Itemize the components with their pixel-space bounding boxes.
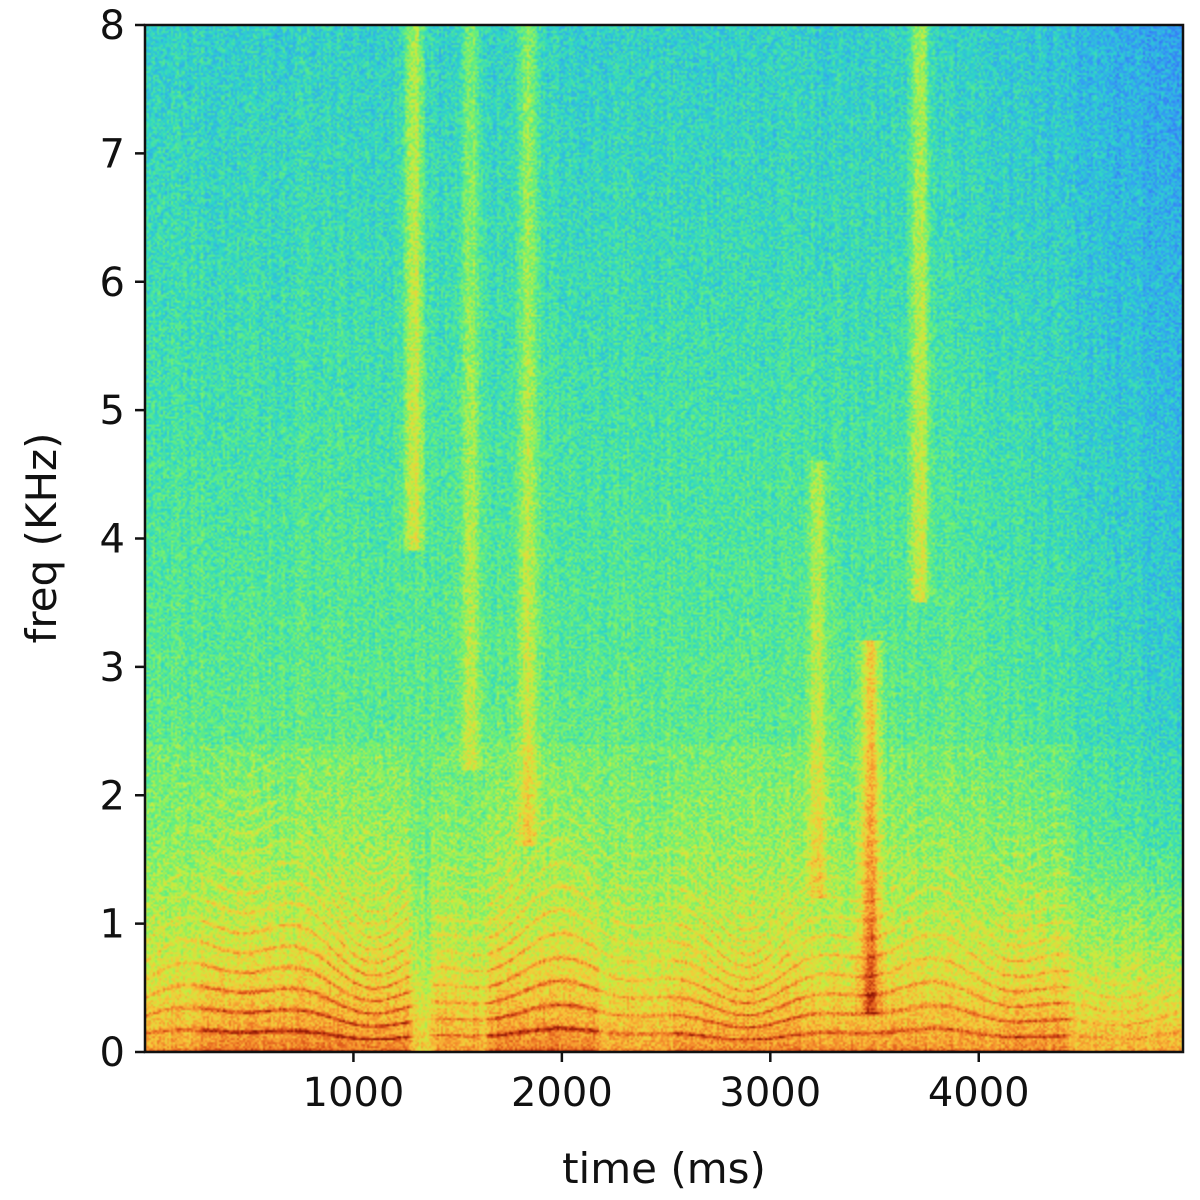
x-tick-label: 2000 [511,1070,613,1116]
y-tick-label: 7 [100,131,125,177]
y-axis-ticks: 0 1 2 3 4 5 6 7 8 [100,3,145,1076]
x-axis-label: time (ms) [562,1144,766,1193]
y-tick-label: 0 [100,1030,125,1076]
y-axis-label: freq (KHz) [17,433,66,644]
x-tick-label: 1000 [303,1070,405,1116]
x-axis-ticks: 1000 2000 3000 4000 [303,1052,1030,1116]
y-tick-label: 3 [100,645,125,691]
plot-frame [143,23,1185,1054]
x-tick-label: 4000 [928,1070,1030,1116]
y-tick-label: 1 [100,902,125,948]
y-tick-label: 5 [100,388,125,434]
x-tick-label: 3000 [719,1070,821,1116]
y-tick-label: 6 [100,260,125,306]
spectrogram-heatmap [145,25,1183,1052]
y-tick-label: 8 [100,3,125,49]
y-tick-label: 4 [100,517,125,563]
y-tick-label: 2 [100,773,125,819]
